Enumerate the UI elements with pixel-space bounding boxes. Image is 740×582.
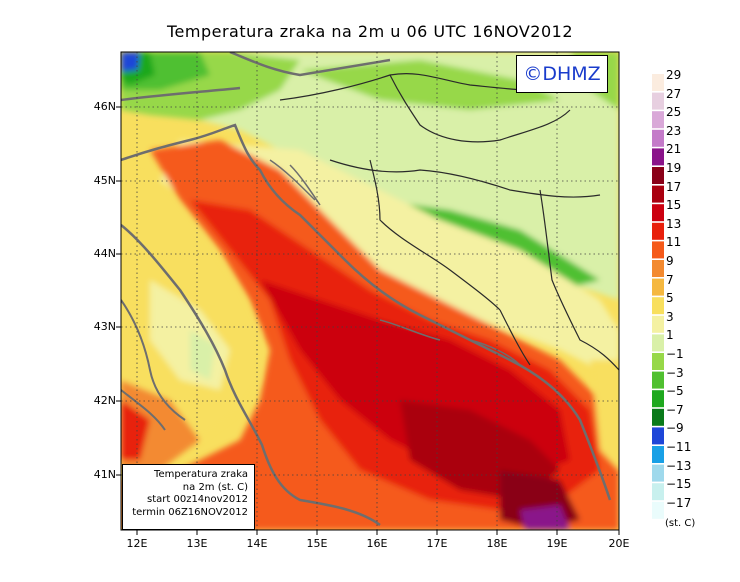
lat-label: 41N	[93, 468, 116, 481]
colorbar-swatch	[652, 241, 664, 259]
colorbar-swatch	[652, 167, 664, 184]
colorbar-label: 11	[666, 235, 682, 250]
colorbar	[652, 74, 664, 519]
colorbar-label: 23	[666, 123, 682, 138]
colorbar-swatch	[652, 390, 664, 408]
colorbar-swatch	[652, 297, 664, 315]
colorbar-swatch	[652, 92, 664, 110]
colorbar-label: 7	[666, 272, 674, 287]
lat-label: 44N	[93, 247, 116, 260]
colorbar-swatch	[652, 204, 664, 222]
lon-label: 17E	[426, 537, 448, 550]
lon-label: 15E	[306, 537, 328, 550]
lat-label: 45N	[93, 174, 116, 187]
lon-label: 14E	[246, 537, 268, 550]
colorbar-swatch	[652, 501, 664, 519]
copyright-badge: ©DHMZ	[516, 55, 608, 93]
lon-label: 19E	[546, 537, 568, 550]
colorbar-swatch	[652, 185, 664, 203]
colorbar-swatch	[652, 222, 664, 240]
colorbar-swatch	[652, 483, 664, 501]
colorbar-label: −1	[666, 347, 684, 361]
colorbar-swatch	[652, 148, 664, 166]
colorbar-label: −17	[666, 495, 692, 510]
map-frame	[120, 51, 620, 531]
colorbar-label: 17	[666, 179, 682, 194]
colorbar-swatch	[652, 446, 664, 463]
colorbar-swatch	[652, 408, 664, 426]
colorbar-label: −7	[666, 402, 684, 417]
colorbar-label: 25	[666, 105, 682, 120]
colorbar-label: 21	[666, 142, 682, 157]
colorbar-label: −13	[666, 458, 692, 473]
lon-label: 20E	[608, 537, 630, 550]
colorbar-label: 29	[666, 68, 682, 82]
colorbar-swatch	[652, 334, 664, 352]
lon-label: 16E	[366, 537, 388, 550]
colorbar-label: 19	[666, 161, 682, 175]
colorbar-label: 9	[666, 254, 674, 268]
colorbar-label: −3	[666, 365, 684, 380]
colorbar-swatch	[652, 111, 664, 129]
info-line: na 2m (st. C)	[182, 481, 248, 493]
temperature-field	[121, 52, 619, 530]
colorbar-label: −5	[666, 384, 684, 399]
colorbar-label: −9	[666, 421, 684, 436]
lat-lon-grid	[121, 52, 619, 530]
lat-label: 46N	[93, 100, 116, 113]
colorbar-label: 27	[666, 86, 682, 101]
colorbar-label: 3	[666, 309, 674, 324]
colorbar-label: −15	[666, 477, 692, 492]
colorbar-swatch	[652, 371, 664, 389]
map-title: Temperatura zraka na 2m u 06 UTC 16NOV20…	[166, 22, 574, 41]
info-box: Temperatura zraka na 2m (st. C) start 00…	[122, 464, 255, 530]
colorbar-units: (st. C)	[665, 518, 696, 529]
colorbar-swatch	[652, 315, 664, 333]
country-borders	[279, 73, 619, 371]
lon-label: 18E	[486, 537, 508, 550]
colorbar-label: 5	[666, 291, 674, 306]
axis-ticks	[116, 106, 620, 535]
coastlines	[121, 52, 612, 527]
colorbar-swatch	[652, 353, 664, 370]
colorbar-swatch	[652, 427, 664, 445]
colorbar-label: −11	[666, 440, 692, 454]
colorbar-label: 13	[666, 216, 682, 231]
colorbar-swatch	[652, 129, 664, 147]
info-line: termin 06Z16NOV2012	[132, 506, 248, 518]
colorbar-swatch	[652, 260, 664, 277]
colorbar-swatch	[652, 464, 664, 482]
lat-label: 43N	[93, 320, 116, 333]
lat-label: 42N	[93, 394, 116, 407]
lon-label: 13E	[186, 537, 208, 550]
info-line: Temperatura zraka	[154, 469, 248, 480]
colorbar-label: 1	[666, 328, 674, 343]
colorbar-swatch	[652, 278, 664, 296]
info-line: start 00z14nov2012	[147, 494, 248, 505]
colorbar-label: 15	[666, 198, 682, 213]
colorbar-swatch	[652, 74, 664, 91]
lon-label: 12E	[126, 537, 148, 550]
